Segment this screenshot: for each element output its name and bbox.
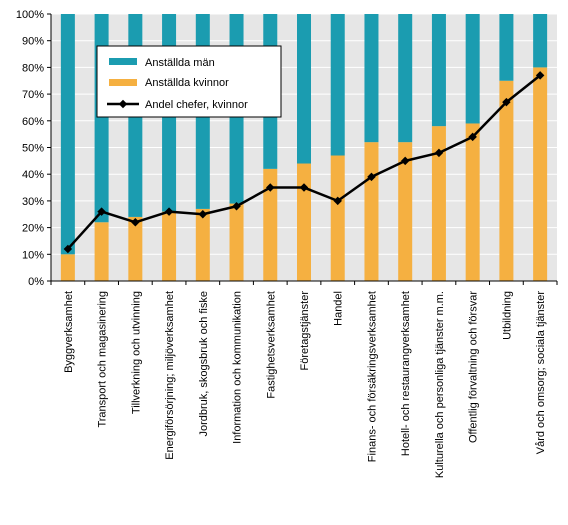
legend-swatch-men bbox=[109, 58, 137, 65]
legend-swatch-women bbox=[109, 79, 137, 86]
bar-women bbox=[533, 67, 548, 282]
bar-women bbox=[94, 222, 109, 281]
x-axis: Byggverksamhet Transport och magasinering… bbox=[50, 280, 558, 478]
y-tick-label: 40% bbox=[22, 169, 44, 181]
bar-men bbox=[465, 14, 480, 124]
line-point bbox=[299, 183, 309, 192]
y-tick-label: 80% bbox=[22, 62, 44, 74]
x-tick-label: Hotell- och restaurangverksamhet bbox=[400, 291, 412, 456]
y-tick-label: 10% bbox=[22, 249, 44, 261]
bar-women bbox=[297, 163, 311, 281]
legend-label-women: Anställda kvinnor bbox=[145, 77, 229, 89]
line-point bbox=[502, 97, 511, 107]
legend-label-men: Anställda män bbox=[145, 57, 215, 69]
bar-women bbox=[499, 80, 514, 281]
x-tick-label: Utbildning bbox=[501, 291, 513, 340]
x-tick-label: Offentlig förvaltning och försvar bbox=[468, 291, 480, 443]
bar-men bbox=[364, 14, 379, 143]
y-axis: 0% 10% 20% 30% 40% 50% 60% 70% 80% 90% 100% bbox=[16, 9, 52, 288]
bar-men bbox=[330, 14, 345, 156]
bar-men bbox=[297, 14, 311, 164]
y-tick-label: 70% bbox=[22, 89, 44, 101]
line-point bbox=[367, 172, 376, 182]
bar-women bbox=[60, 254, 75, 281]
legend: Anställda män Anställda kvinnor Andel ch… bbox=[96, 45, 282, 118]
x-tick-label: Finans- och försäkringsverksamhet bbox=[366, 291, 378, 462]
x-tick-label: Byggverksamhet bbox=[63, 291, 75, 373]
line-point bbox=[198, 210, 208, 219]
bar-men bbox=[398, 14, 413, 143]
x-tick-label: Transport och magasinering bbox=[97, 291, 109, 428]
legend-label-line: Andel chefer, kvinnor bbox=[145, 99, 248, 111]
bar-men bbox=[431, 14, 446, 127]
x-tick-label: Kulturella och personliga tjänster m.m. bbox=[434, 291, 446, 478]
y-tick-label: 90% bbox=[22, 36, 44, 48]
bar-men bbox=[499, 14, 514, 81]
bar-women bbox=[128, 216, 143, 281]
bar-women bbox=[229, 203, 244, 281]
line-point bbox=[131, 218, 140, 227]
y-tick-label: 50% bbox=[22, 143, 44, 155]
bar-women bbox=[364, 142, 379, 281]
bar-women bbox=[162, 211, 177, 281]
y-tick-label: 60% bbox=[22, 116, 44, 128]
bar-women bbox=[398, 142, 413, 281]
y-tick-label: 20% bbox=[22, 223, 44, 235]
bar-men bbox=[60, 14, 75, 255]
x-tick-label: Handel bbox=[333, 291, 345, 326]
line-point bbox=[468, 132, 477, 142]
bar-women bbox=[330, 155, 345, 281]
line-point bbox=[266, 183, 275, 192]
x-tick-label: Vård och omsorg; sociala tjänster bbox=[535, 291, 547, 455]
bar-women bbox=[263, 168, 278, 281]
bar-women bbox=[195, 208, 210, 281]
x-tick-label: Jordbruk, skogsbruk och fiske bbox=[198, 291, 210, 437]
line-point bbox=[63, 244, 73, 254]
y-tick-label: 0% bbox=[28, 276, 44, 288]
line-point bbox=[97, 207, 106, 216]
bar-men bbox=[533, 14, 548, 68]
women-managers-line bbox=[63, 71, 545, 254]
y-tick-label: 100% bbox=[16, 9, 44, 21]
line-point bbox=[333, 196, 342, 206]
bar-women bbox=[465, 123, 480, 281]
y-tick-label: 30% bbox=[22, 196, 44, 208]
x-tick-label: Energiförsörjning; miljöverksamhet bbox=[164, 291, 176, 460]
line-point bbox=[434, 148, 444, 158]
bar-men bbox=[94, 14, 109, 223]
line-point bbox=[400, 156, 410, 166]
line-point bbox=[232, 201, 241, 211]
line-point bbox=[164, 207, 174, 216]
legend-swatch-marker bbox=[118, 99, 128, 109]
x-tick-label: Företagstjänster bbox=[299, 291, 311, 371]
x-tick-label: Information och kommunikation bbox=[232, 291, 244, 444]
bar-women bbox=[431, 126, 446, 281]
x-tick-label: Fastighetsverksamhet bbox=[265, 291, 277, 399]
x-tick-label: Tillverkning och utvinning bbox=[130, 291, 142, 414]
